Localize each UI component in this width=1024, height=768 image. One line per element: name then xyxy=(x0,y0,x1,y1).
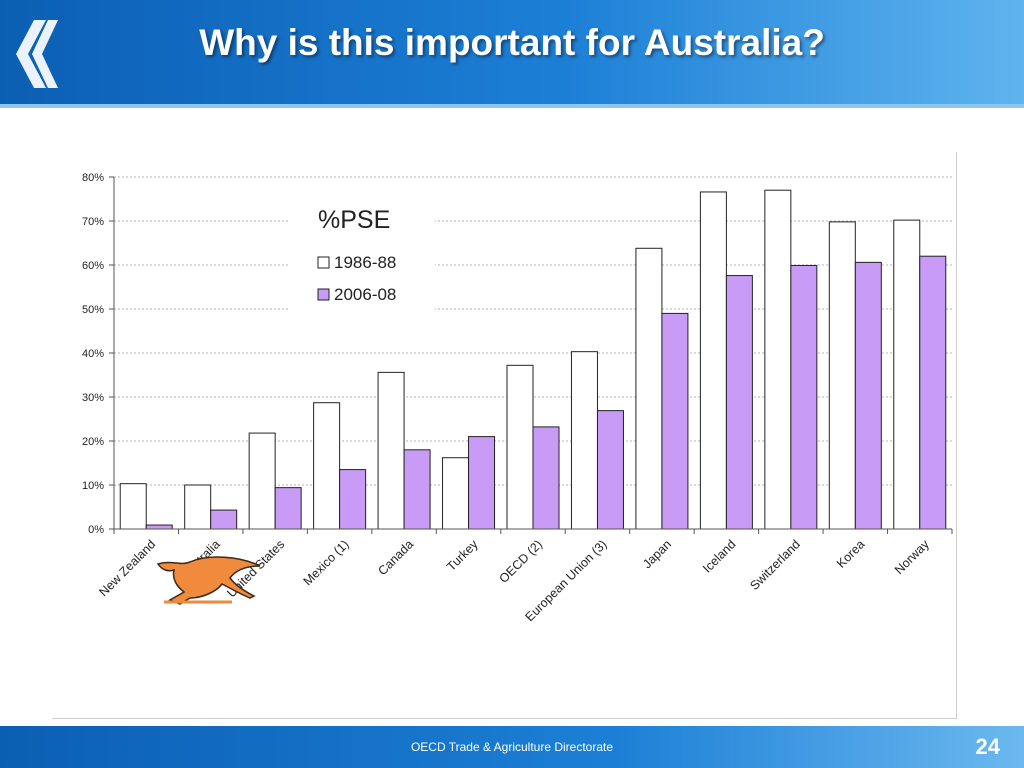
bar-1986-88-korea xyxy=(828,221,856,530)
bar-1986-88-japan xyxy=(635,247,663,530)
header-divider xyxy=(0,104,1024,108)
y-tick-label: 80% xyxy=(82,172,104,184)
bar-1986-88-switzerland xyxy=(764,189,792,530)
bar-1986-88-norway xyxy=(893,219,921,530)
legend-label-2006-08: 2006-08 xyxy=(334,285,396,304)
y-tick-label: 40% xyxy=(82,348,104,360)
footer-text: OECD Trade & Agriculture Directorate xyxy=(410,740,614,754)
x-category-label: Switzerland xyxy=(747,537,803,593)
y-tick-label: 60% xyxy=(82,260,104,272)
x-category-label: Mexico (1) xyxy=(301,537,352,588)
kangaroo-icon xyxy=(156,556,261,605)
legend-background xyxy=(290,195,435,315)
x-category-label: Turkey xyxy=(444,537,481,574)
bar-1986-88-new-zealand xyxy=(119,483,147,530)
bar-2006-08-mexico-1- xyxy=(339,469,367,530)
bar-2006-08-new-zealand xyxy=(145,524,173,530)
chart-frame xyxy=(52,152,957,719)
bar-1986-88-canada xyxy=(377,371,405,530)
x-category-label: Canada xyxy=(375,537,416,578)
bar-2006-08-canada xyxy=(403,449,431,530)
legend-label-1986-88: 1986-88 xyxy=(334,253,396,272)
bar-1986-88-european-union-3- xyxy=(570,351,598,530)
bar-1986-88-turkey xyxy=(442,457,470,530)
bar-2006-08-oecd-2- xyxy=(532,426,560,530)
bar-2006-08-norway xyxy=(919,255,947,530)
bar-2006-08-united-states xyxy=(274,487,302,530)
x-category-label: Japan xyxy=(640,537,674,571)
bars-layer xyxy=(119,189,947,530)
double-chevron-left-icon xyxy=(16,20,58,88)
y-tick-label: 50% xyxy=(82,304,104,316)
legend-title: %PSE xyxy=(318,206,390,234)
bar-1986-88-oecd-2- xyxy=(506,364,534,530)
legend-swatch-2006-08 xyxy=(317,288,330,301)
y-tick-label: 30% xyxy=(82,392,104,404)
bar-2006-08-japan xyxy=(661,312,689,530)
bar-2006-08-korea xyxy=(854,261,882,530)
bar-2006-08-switzerland xyxy=(790,264,818,530)
bar-1986-88-united-states xyxy=(248,432,276,530)
legend-swatch-1986-88 xyxy=(317,256,330,269)
x-category-label: Norway xyxy=(892,537,932,577)
slide-title: Why is this important for Australia? xyxy=(199,22,825,63)
x-category-label: OECD (2) xyxy=(496,537,545,586)
bar-1986-88-australia xyxy=(184,484,212,530)
y-tick-label: 20% xyxy=(82,436,104,448)
y-tick-label: 10% xyxy=(82,480,104,492)
bar-2006-08-australia xyxy=(210,509,238,530)
legend: %PSE 1986-88 2006-08 xyxy=(290,195,435,315)
bar-2006-08-iceland xyxy=(725,275,753,530)
bar-2006-08-european-union-3- xyxy=(596,410,624,530)
x-category-label: New Zealand xyxy=(96,537,158,599)
slide-footer: OECD Trade & Agriculture Directorate 24 xyxy=(0,726,1024,768)
x-category-label: Korea xyxy=(834,537,868,571)
x-category-label: Iceland xyxy=(700,537,738,575)
bar-1986-88-iceland xyxy=(699,191,727,530)
y-tick-label: 0% xyxy=(88,524,104,536)
page-number: 24 xyxy=(975,734,1000,759)
slide-header: Why is this important for Australia? xyxy=(0,0,1024,108)
bar-1986-88-mexico-1- xyxy=(313,402,341,530)
y-tick-label: 70% xyxy=(82,216,104,228)
bar-2006-08-turkey xyxy=(468,436,496,530)
